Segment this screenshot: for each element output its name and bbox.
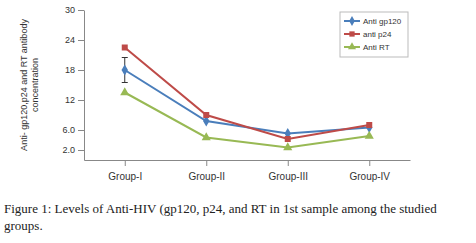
marker bbox=[122, 45, 128, 51]
y-tick: 6.0 bbox=[62, 125, 84, 135]
legend-marker bbox=[349, 16, 355, 26]
x-tick-label: Group-III bbox=[269, 171, 308, 182]
y-axis-line bbox=[84, 11, 85, 161]
legend-marker bbox=[349, 31, 354, 36]
legend-marker bbox=[348, 42, 356, 49]
marker bbox=[122, 64, 128, 75]
marker bbox=[283, 142, 292, 150]
y-tick-mark bbox=[78, 70, 84, 71]
x-tick-label: Group-IV bbox=[349, 171, 390, 182]
y-tick: 30 bbox=[65, 5, 84, 15]
y-tick: 24 bbox=[65, 35, 84, 45]
y-tick-mark bbox=[78, 100, 84, 101]
y-tick-mark bbox=[78, 10, 84, 11]
x-tick-label: Group-I bbox=[108, 171, 142, 182]
y-tick-mark bbox=[78, 130, 84, 131]
y-axis-title: Anti- gp120,p24 and RT antibodyconcentra… bbox=[19, 19, 40, 151]
y-tick-label: 12 bbox=[65, 95, 75, 105]
y-axis: 2.0 6.0 12 18 24 30 bbox=[62, 5, 84, 160]
series-line bbox=[125, 93, 370, 148]
x-tick: Group-IV bbox=[349, 160, 390, 182]
x-axis: Group-I Group-II Group-III Group-IV bbox=[85, 160, 411, 182]
series-line bbox=[125, 48, 370, 140]
series-line bbox=[125, 70, 370, 134]
y-tick-label: 6.0 bbox=[62, 125, 75, 135]
legend-item: Anti RT bbox=[344, 42, 390, 52]
y-tick: 2.0 bbox=[62, 145, 84, 155]
x-tick: Group-II bbox=[188, 160, 225, 182]
marker bbox=[366, 122, 372, 128]
plot: 2.06.012182430Group-IGroup-IIGroup-IIIGr… bbox=[19, 5, 411, 182]
marker bbox=[120, 87, 129, 95]
y-tick-label: 2.0 bbox=[62, 145, 75, 155]
caption: Figure 1: Levels of Anti-HIV (gp120, p24… bbox=[4, 200, 474, 234]
x-tick-mark bbox=[206, 160, 207, 166]
y-tick-mark bbox=[78, 40, 84, 41]
error-bar-part bbox=[122, 82, 128, 83]
legend-label: anti p24 bbox=[363, 30, 392, 39]
x-tick: Group-III bbox=[269, 160, 308, 182]
x-axis-line bbox=[85, 160, 411, 161]
x-tick-label: Group-II bbox=[188, 171, 225, 182]
y-tick-label: 24 bbox=[65, 35, 75, 45]
error-bar bbox=[122, 58, 128, 83]
marker bbox=[285, 136, 291, 142]
legend: Anti gp120 anti p24 Anti RT bbox=[340, 12, 408, 57]
x-tick-mark bbox=[369, 160, 370, 166]
legend-label: Anti RT bbox=[363, 43, 390, 52]
error-bar-part bbox=[122, 57, 128, 58]
y-tick-label: 18 bbox=[65, 65, 75, 75]
legend-item: anti p24 bbox=[344, 30, 392, 39]
chart-svg: 2.06.012182430Group-IGroup-IIGroup-IIIGr… bbox=[0, 0, 476, 200]
marker bbox=[202, 132, 211, 140]
x-tick-mark bbox=[288, 160, 289, 166]
legend-item: Anti gp120 bbox=[344, 16, 402, 26]
y-tick: 12 bbox=[65, 95, 84, 105]
y-tick: 18 bbox=[65, 65, 84, 75]
x-tick: Group-I bbox=[108, 160, 142, 182]
y-tick-label: 30 bbox=[65, 5, 75, 15]
y-tick-mark bbox=[78, 150, 84, 151]
x-tick-mark bbox=[125, 160, 126, 166]
marks bbox=[120, 45, 374, 151]
legend-label: Anti gp120 bbox=[363, 17, 402, 26]
marker bbox=[203, 112, 209, 118]
marker bbox=[365, 131, 374, 139]
legend-frame bbox=[340, 12, 408, 57]
